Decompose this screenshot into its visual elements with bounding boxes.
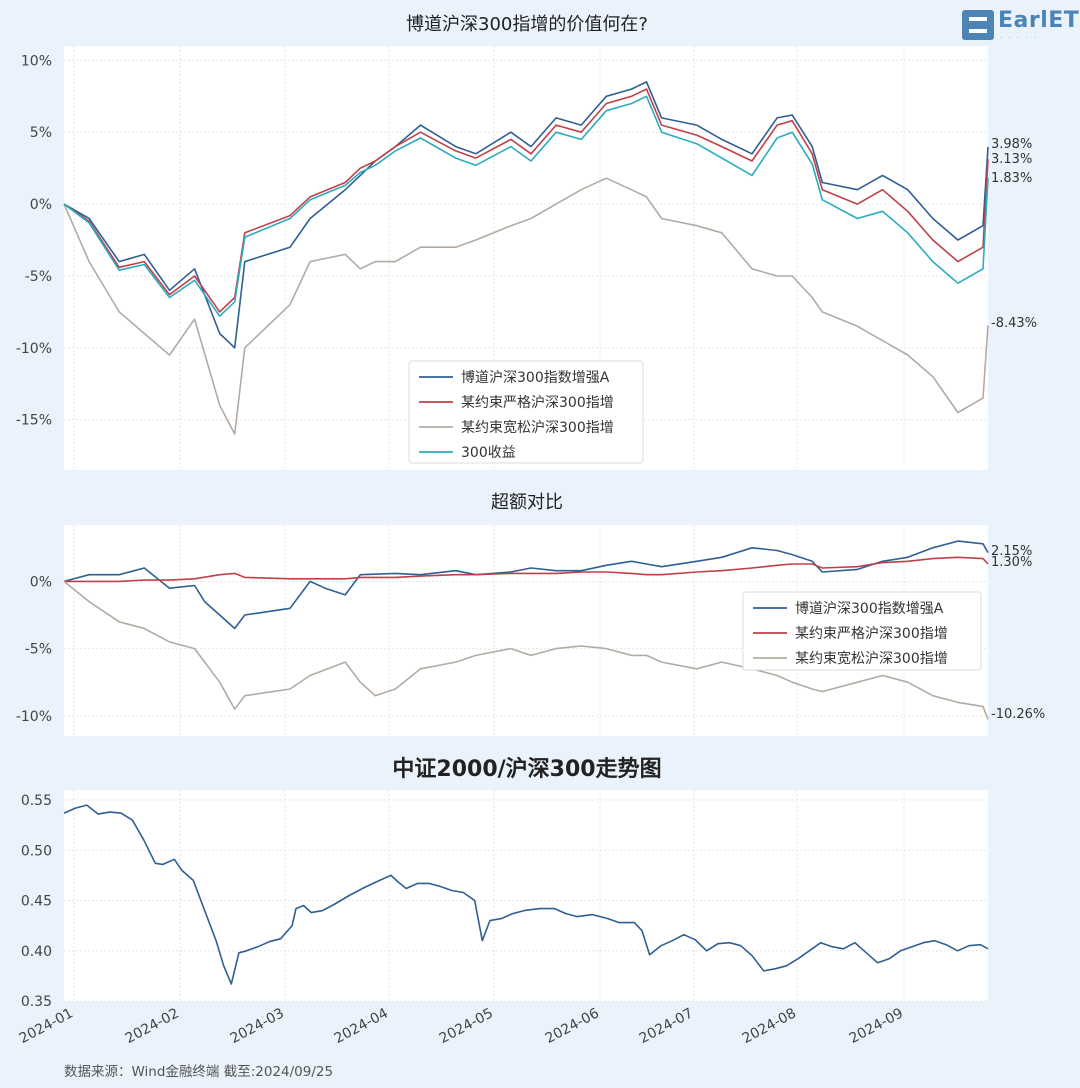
x-tick-label: 2024-08 [740, 1005, 799, 1047]
plot-area [64, 790, 988, 1001]
end-value-label: 3.13% [991, 152, 1032, 167]
series-line-1 [63, 81, 989, 349]
legend-label: 某约束宽松沪深300指增 [795, 650, 948, 667]
chart-title: 中证2000/沪深300走势图 [392, 756, 661, 782]
chart-title: 博道沪深300指增的价值何在? [406, 14, 648, 35]
logo-text: EarlETF [998, 8, 1080, 33]
y-tick-label: 0% [30, 574, 52, 590]
y-tick-label: -5% [25, 642, 52, 658]
legend-label: 300收益 [461, 445, 516, 461]
y-tick-label: 0.35 [21, 994, 52, 1010]
x-tick-label: 2024-09 [847, 1005, 906, 1047]
chart-panel-2: 0% -5% -10% 超额对比 2.15%1.30% -10.26% 博道沪深300指数增… [16, 492, 1045, 736]
legend-box [408, 360, 644, 464]
end-value-label: 3.98% [991, 137, 1032, 152]
data-source-note: 数据来源：Wind金融终端 截至:2024/09/25 [64, 1064, 334, 1080]
end-value-label: 1.30% [991, 555, 1032, 570]
logo-mark-icon [962, 10, 994, 40]
series-line-3 [63, 580, 989, 720]
series-line-1 [63, 540, 989, 630]
legend-label: 博道沪深300指数增强A [795, 600, 944, 617]
end-value-label: -8.43% [991, 316, 1037, 331]
chart-panel-1: 10% 5% 0% -5% -10% -15% 博道沪深300指增的价值何在? 3.98%3.… [16, 14, 1037, 470]
x-tick-label: 2024-01 [17, 1005, 76, 1047]
chart-panel-3: 0.55 0.50 0.45 0.40 0.35 中证2000/沪深300走势图 [21, 756, 989, 1010]
series-line-2 [64, 556, 989, 583]
y-tick-label: -10% [16, 709, 52, 725]
x-tick-label: 2024-07 [637, 1005, 696, 1047]
x-tick-label: 2024-05 [437, 1005, 496, 1047]
series-line-4 [63, 95, 989, 318]
series-line-1 [63, 804, 989, 985]
y-tick-label: 0.55 [21, 793, 52, 809]
y-tick-label: 10% [21, 53, 52, 69]
x-tick-label: 2024-02 [123, 1005, 182, 1047]
y-tick-label: 0.45 [21, 894, 52, 910]
end-value-label: 1.83% [991, 171, 1032, 186]
legend-label: 博道沪深300指数增强A [461, 369, 610, 386]
y-tick-label: 5% [30, 125, 52, 141]
y-tick-label: 0% [30, 197, 52, 213]
chart-title: 超额对比 [491, 492, 563, 513]
legend-label: 某约束严格沪深300指增 [461, 395, 614, 411]
y-tick-label: -5% [25, 269, 52, 285]
y-tick-label: 0.50 [21, 843, 52, 859]
brand-logo: EarlETF · · · · · [962, 8, 1080, 44]
logo-subtext: · · · · · [1000, 34, 1039, 42]
x-tick-label: 2024-06 [543, 1005, 602, 1047]
series-line-2 [63, 88, 989, 313]
y-tick-label: 0.40 [21, 944, 52, 960]
end-value-label: -10.26% [991, 707, 1045, 722]
y-tick-label: -10% [16, 341, 52, 357]
end-value-label: 2.15% [991, 544, 1032, 559]
legend-box [742, 591, 982, 671]
legend-label: 某约束严格沪深300指增 [795, 626, 948, 642]
x-tick-label: 2024-04 [332, 1005, 391, 1047]
series-line-3 [63, 177, 989, 435]
legend-label: 某约束宽松沪深300指增 [461, 419, 614, 436]
x-tick-label: 2024-03 [228, 1005, 287, 1047]
y-tick-label: -15% [16, 413, 52, 429]
